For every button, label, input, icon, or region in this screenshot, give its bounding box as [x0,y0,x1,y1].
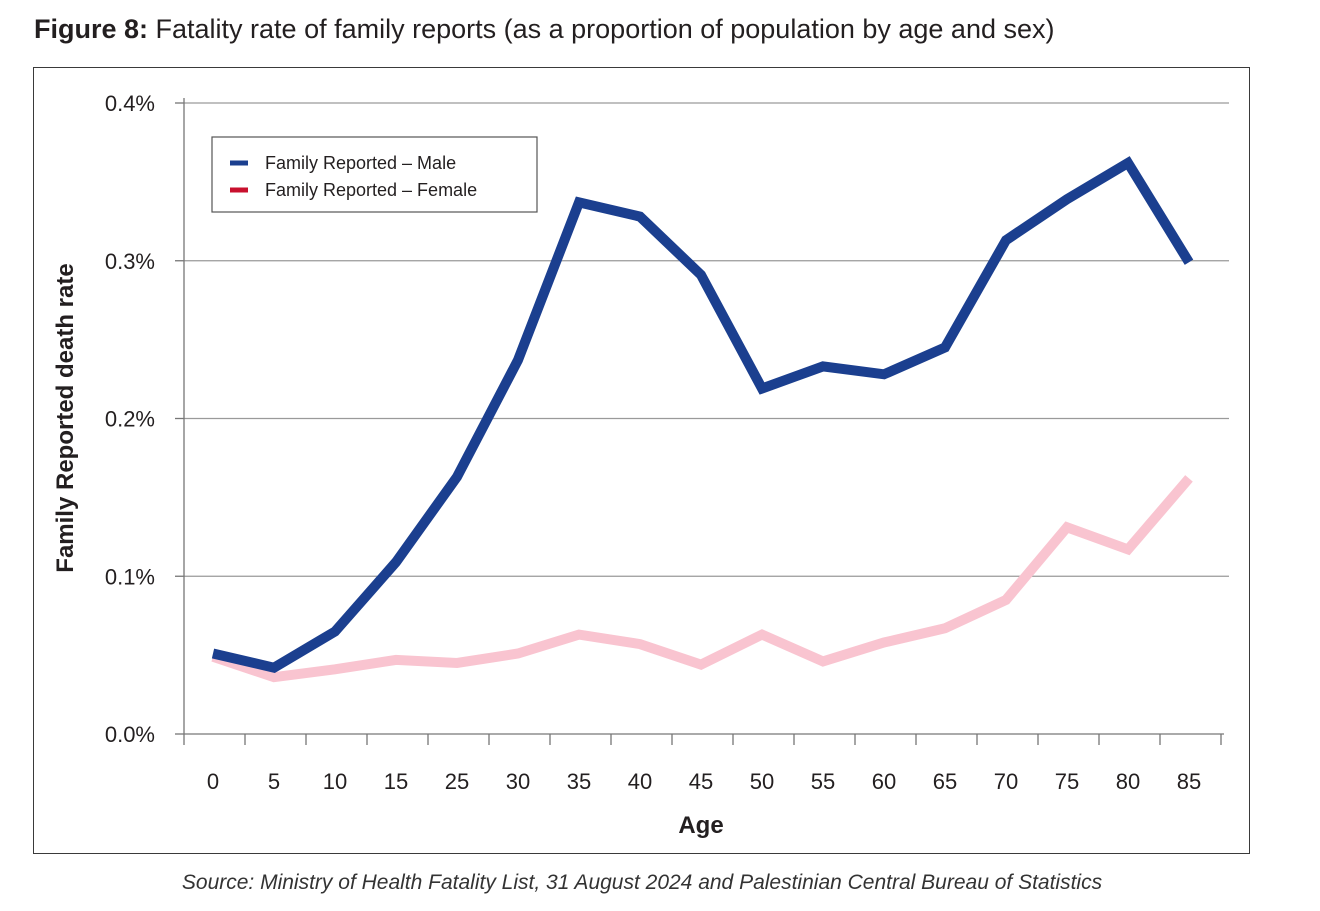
data-point-female [517,653,519,655]
line-chart: 0.0% 0.1% 0.2% 0.3% 0.4% 0 5 10 15 25 30 35 40 45 50 55… [52,91,1229,839]
data-point-male [822,365,824,367]
data-point-male [212,653,214,655]
series-line-male [211,156,1194,674]
x-tick-label: 65 [933,769,957,794]
figure-title: Figure 8: Fatality rate of family report… [34,14,1055,45]
data-point-male [639,216,641,218]
series-lines [211,156,1194,683]
legend: Family Reported – Male Family Reported – … [211,136,538,213]
data-point-female [1127,548,1129,550]
x-tick-label: 80 [1116,769,1140,794]
x-tick-label: 40 [628,769,652,794]
data-point-female [578,634,580,636]
x-tick-label: 45 [689,769,713,794]
data-point-male [578,201,580,203]
data-point-male [334,631,336,633]
data-point-male [456,476,458,478]
data-point-male [1066,198,1068,200]
x-tick-label: 50 [750,769,774,794]
data-point-female [883,642,885,644]
data-point-male [1188,261,1190,263]
x-tick-label: 75 [1055,769,1079,794]
gridlines [184,102,1229,577]
data-point-male [883,373,885,375]
x-tick-label: 5 [268,769,280,794]
x-tick-label: 35 [567,769,591,794]
y-axis-title: Family Reported death rate [52,263,79,572]
x-tick-label: 60 [872,769,896,794]
x-tick-label: 10 [323,769,347,794]
data-point-male [761,388,763,390]
data-point-female [273,676,275,678]
data-point-female [822,660,824,662]
data-point-female [700,664,702,666]
source-note: Source: Ministry of Health Fatality List… [181,871,1103,894]
data-point-male [517,359,519,361]
data-point-female [456,662,458,664]
data-point-female [639,643,641,645]
x-tick-label: 15 [384,769,408,794]
series-line-female [211,475,1193,683]
data-point-female [944,627,946,629]
data-point-male [700,274,702,276]
data-point-female [1188,477,1190,479]
x-tick-label: 55 [811,769,835,794]
data-point-female [1005,599,1007,601]
data-point-male [395,561,397,563]
y-tick-label: 0.4% [105,91,155,116]
legend-label-male: Family Reported – Male [265,153,456,173]
chart-frame [33,67,1250,854]
data-point-male [1127,162,1129,164]
data-point-male [1005,239,1007,241]
y-tick-label: 0.3% [105,249,155,274]
x-tick-label: 30 [506,769,530,794]
x-tick-label: 25 [445,769,469,794]
figure-title-text: Fatality rate of family reports (as a pr… [148,14,1055,44]
y-tick-label: 0.1% [105,564,155,589]
x-tick-label: 85 [1177,769,1201,794]
y-tick-label: 0.0% [105,722,155,747]
data-point-male [273,667,275,669]
figure-label: Figure 8: [34,14,149,44]
x-tick-label: 0 [207,769,219,794]
axes: 0.0% 0.1% 0.2% 0.3% 0.4% 0 5 10 15 25 30 35 40 45 50 55… [105,91,1224,794]
legend-label-female: Family Reported – Female [265,180,477,200]
data-point-female [395,659,397,661]
data-point-female [334,668,336,670]
data-point-male [944,347,946,349]
data-point-female [761,634,763,636]
data-point-female [1066,526,1068,528]
legend-box [211,136,538,213]
x-axis-title: Age [678,812,723,839]
y-tick-label: 0.2% [105,407,155,432]
x-tick-label: 70 [994,769,1018,794]
